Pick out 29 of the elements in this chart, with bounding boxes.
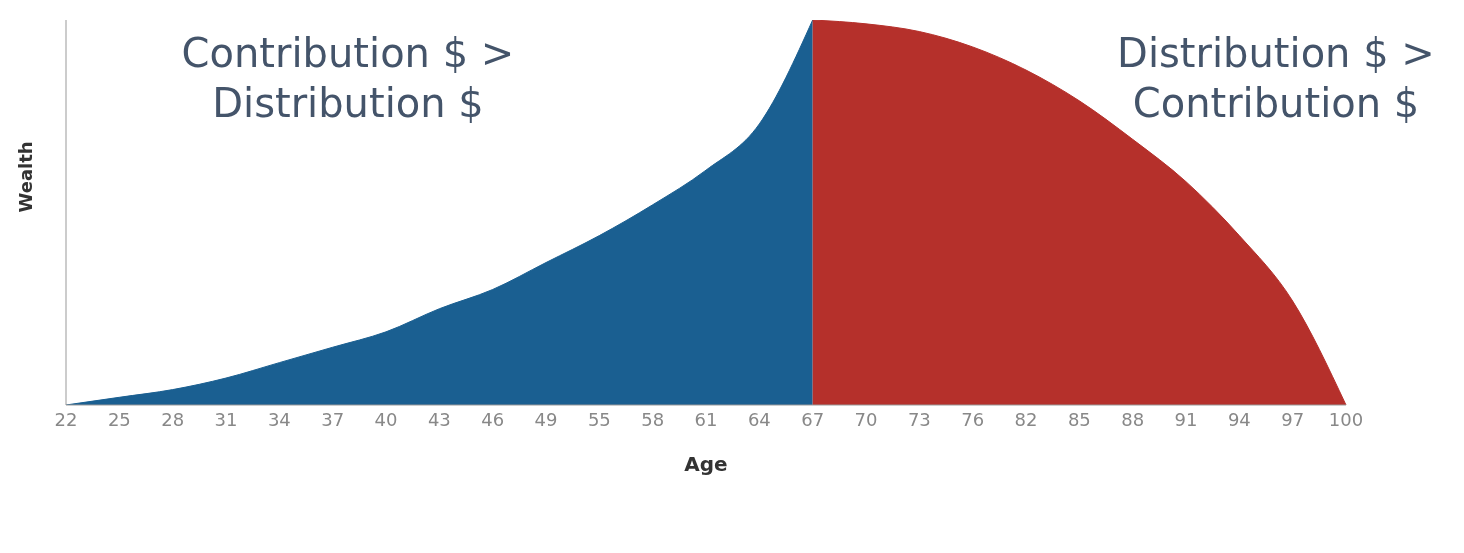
annotation: Distribution $ > Contribution $ bbox=[1116, 29, 1436, 128]
x-tick-label: 25 bbox=[107, 408, 131, 430]
x-tick-label: 67 bbox=[801, 408, 825, 430]
x-axis-title: Age bbox=[684, 452, 728, 476]
x-tick-label: 76 bbox=[961, 408, 985, 430]
x-tick-label: 61 bbox=[694, 408, 718, 430]
y-axis-title: Wealth bbox=[15, 141, 37, 213]
x-tick-label: 97 bbox=[1281, 408, 1305, 430]
x-tick-label: 31 bbox=[214, 408, 238, 430]
x-tick-label: 55 bbox=[587, 408, 611, 430]
x-tick-label: 82 bbox=[1014, 408, 1038, 430]
x-tick-label: 58 bbox=[641, 408, 665, 430]
x-tick-label: 46 bbox=[481, 408, 505, 430]
x-tick-label: 34 bbox=[267, 408, 291, 430]
x-tick-label: 94 bbox=[1227, 408, 1251, 430]
x-tick-label: 91 bbox=[1174, 408, 1198, 430]
x-tick-label: 100 bbox=[1328, 408, 1364, 430]
x-tick-label: 43 bbox=[427, 408, 451, 430]
x-tick-label: 37 bbox=[321, 408, 345, 430]
x-tick-label: 40 bbox=[374, 408, 398, 430]
annotation: Contribution $ > Distribution $ bbox=[180, 29, 516, 128]
x-tick-label: 49 bbox=[534, 408, 558, 430]
x-tick-label: 88 bbox=[1121, 408, 1145, 430]
x-tick-label: 70 bbox=[854, 408, 878, 430]
x-tick-label: 22 bbox=[54, 408, 78, 430]
x-tick-label: 85 bbox=[1067, 408, 1091, 430]
x-tick-label: 28 bbox=[161, 408, 185, 430]
x-tick-label: 64 bbox=[747, 408, 771, 430]
x-tick-label: 73 bbox=[907, 408, 931, 430]
